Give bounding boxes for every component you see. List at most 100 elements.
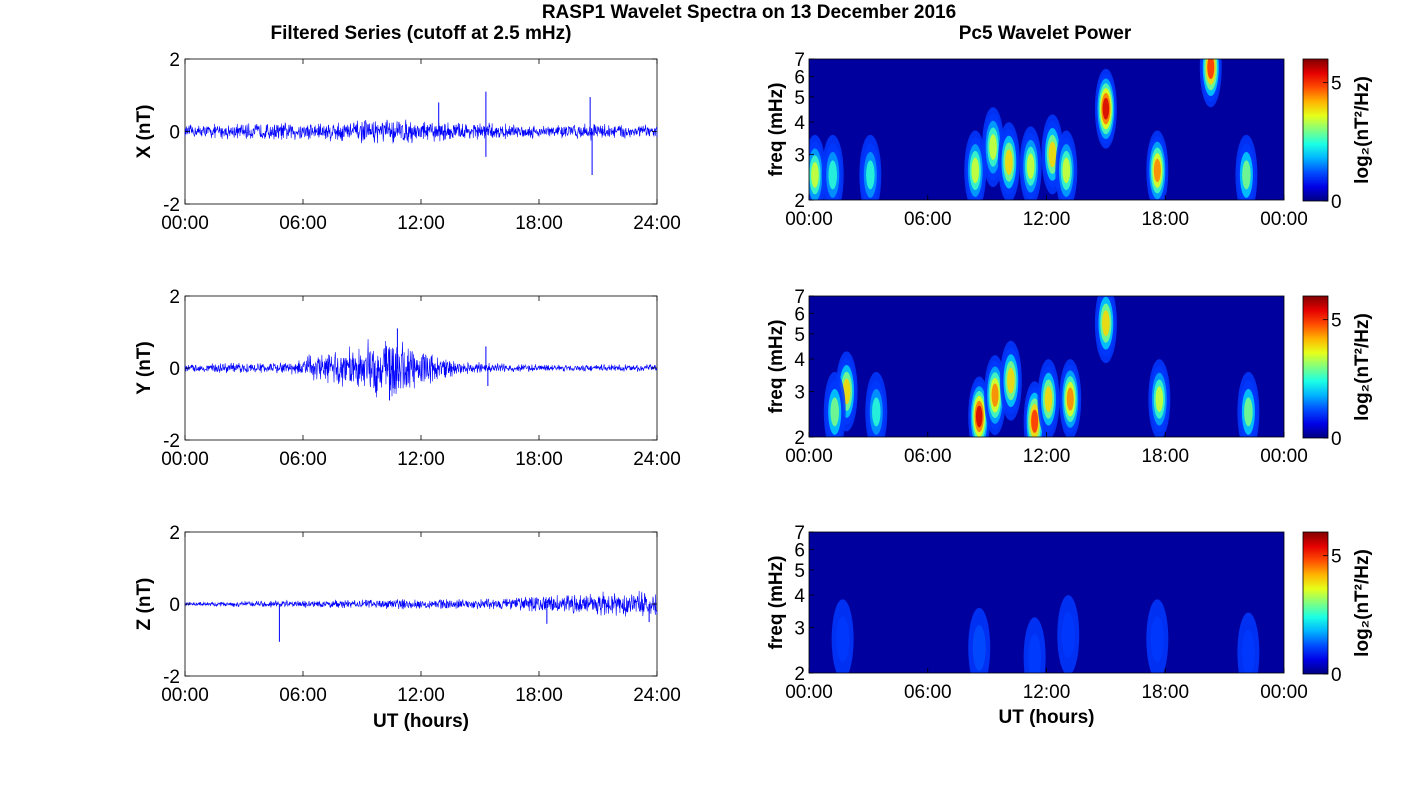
x-tick-label: 06:00 (904, 446, 952, 467)
heatmap-blobs (831, 595, 1260, 673)
x-tick-label: 00:00 (1260, 446, 1308, 467)
colorbar-tick-label: 5 (1331, 311, 1342, 332)
y-axis-label: freq (mHz) (766, 556, 787, 650)
x-tick-label: 00:00 (785, 209, 833, 230)
power-blob-12 (1242, 160, 1251, 190)
power-blob-5 (1005, 149, 1013, 175)
y-tick-label: -2 (163, 195, 180, 216)
x-tick-label: 18:00 (1141, 209, 1189, 230)
y-tick-label: 6 (794, 304, 805, 325)
y-tick-label: 4 (794, 113, 805, 134)
y-tick-label: 4 (794, 586, 805, 607)
y-tick-label: 2 (794, 191, 805, 212)
power-blob-4 (989, 134, 997, 160)
power-blob-6 (1031, 409, 1039, 433)
colorbar (1302, 295, 1329, 439)
colorbar (1302, 58, 1329, 202)
x-tick-label: 12:00 (397, 449, 445, 470)
power-blob-10 (1155, 386, 1164, 412)
colorbar (1302, 531, 1329, 675)
power-blob-0 (811, 162, 819, 188)
right-column-title: Pc5 Wavelet Power (959, 23, 1132, 44)
signal-trace (184, 339, 658, 398)
y-tick-label: 2 (169, 287, 180, 308)
power-blob-2 (1028, 634, 1042, 673)
y-tick-label: 7 (794, 50, 805, 71)
y-tick-label: 5 (794, 561, 805, 582)
signal-trace (184, 119, 658, 144)
x-tick-label: 18:00 (515, 213, 563, 234)
x-tick-label: 00:00 (161, 213, 209, 234)
x-axis-label: UT (hours) (998, 707, 1094, 728)
y-tick-label: 2 (169, 50, 180, 71)
colorbar-label: log₂(nT²/Hz) (1352, 313, 1373, 421)
x-tick-label: 00:00 (785, 446, 833, 467)
power-blob-8 (1066, 387, 1074, 411)
y-tick-label: 0 (169, 123, 180, 144)
colorbar-tick-label: 0 (1331, 192, 1342, 213)
power-blob-5 (1007, 367, 1015, 394)
colorbar-tick-label: 5 (1331, 547, 1342, 568)
y-tick-label: 6 (794, 540, 805, 561)
x-tick-label: 24:00 (633, 685, 681, 706)
x-tick-label: 18:00 (1141, 446, 1189, 467)
power-blob-1 (972, 624, 986, 671)
power-blob-2 (866, 160, 875, 190)
line-panel-x: 00:00 06:00 12:00 18:00 24:00 2 0 -2 X (nT) (134, 50, 681, 234)
y-tick-label: 0 (169, 359, 180, 380)
line-panel-y: 00:00 06:00 12:00 18:00 24:00 2 0 -2 Y (nT) (134, 287, 681, 470)
x-tick-label: 12:00 (1023, 446, 1071, 467)
power-blob-1 (828, 160, 837, 190)
power-blob-9 (1102, 97, 1110, 120)
x-tick-label: 06:00 (904, 682, 952, 703)
power-blob-0 (836, 616, 850, 663)
y-axis-label: Y (nT) (134, 341, 155, 394)
power-blob-6 (1026, 153, 1035, 180)
power-blob-10 (1153, 158, 1161, 183)
colorbar-tick-label: 0 (1331, 429, 1342, 450)
y-tick-label: 4 (794, 350, 805, 371)
power-blob-11 (1244, 397, 1253, 427)
y-axis-label: X (nT) (134, 105, 155, 159)
power-blob-8 (1062, 157, 1071, 184)
x-tick-label: 18:00 (515, 449, 563, 470)
y-tick-label: 5 (794, 88, 805, 109)
figure-title: RASP1 Wavelet Spectra on 13 December 201… (542, 2, 956, 23)
y-tick-label: 2 (794, 428, 805, 449)
x-tick-label: 12:00 (1023, 209, 1071, 230)
y-tick-label: 3 (794, 382, 805, 403)
x-tick-label: 12:00 (397, 213, 445, 234)
y-tick-label: 2 (794, 664, 805, 685)
x-tick-label: 00:00 (161, 449, 209, 470)
y-tick-label: 7 (794, 523, 805, 544)
x-tick-label: 12:00 (1023, 682, 1071, 703)
plot-area (184, 295, 658, 441)
colorbar-tick-label: 5 (1331, 74, 1342, 95)
power-blob-7 (1044, 386, 1053, 412)
y-tick-label: 3 (794, 145, 805, 166)
power-blob-9 (1102, 310, 1110, 336)
power-blob-11 (1207, 59, 1215, 80)
line-panel-z: 00:00 06:00 12:00 18:00 24:00 2 0 -2 Z (nT) UT (h… (134, 523, 681, 732)
power-blob-3 (1061, 612, 1075, 659)
y-tick-label: 5 (794, 325, 805, 346)
y-axis-label: freq (mHz) (766, 320, 787, 414)
x-tick-label: 06:00 (904, 209, 952, 230)
y-tick-label: 6 (794, 67, 805, 88)
left-column-title: Filtered Series (cutoff at 2.5 mHz) (271, 23, 572, 44)
power-blob-1 (830, 397, 839, 427)
power-blob-2 (872, 397, 881, 427)
x-tick-label: 00:00 (161, 685, 209, 706)
y-tick-label: 3 (794, 618, 805, 639)
y-axis-label: Z (nT) (134, 578, 155, 631)
y-tick-label: 7 (794, 287, 805, 308)
colorbar-label: log₂(nT²/Hz) (1352, 549, 1373, 657)
x-tick-label: 24:00 (633, 449, 681, 470)
x-tick-label: 06:00 (279, 685, 327, 706)
signal-trace (184, 590, 658, 617)
y-tick-label: 2 (169, 523, 180, 544)
power-blob-3 (971, 157, 980, 184)
heatmap-blobs (809, 59, 1258, 200)
